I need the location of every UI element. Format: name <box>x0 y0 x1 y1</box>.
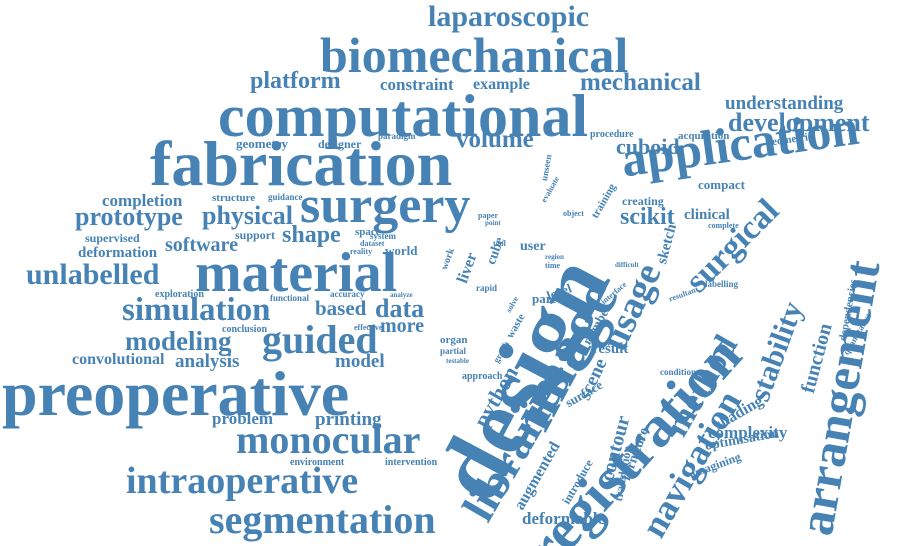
word-cuboid: cuboid <box>616 134 680 159</box>
word-object: object <box>563 209 584 218</box>
word-surgery: surgery <box>300 177 471 234</box>
word-exploration: exploration <box>155 289 204 300</box>
word-rapid: rapid <box>476 283 498 293</box>
word-time: time <box>545 261 561 270</box>
word-preoperative: preoperative <box>2 358 350 429</box>
word-effective: effective <box>354 323 383 332</box>
word-conclusion: conclusion <box>222 324 268 335</box>
word-understanding: understanding <box>725 93 844 114</box>
word-guidance: guidance <box>268 192 303 202</box>
word-system: system <box>370 231 396 241</box>
word-simulation: simulation <box>122 292 271 328</box>
word-approach: approach <box>462 371 503 382</box>
word-volume: volume <box>456 126 534 153</box>
word-problem: problem <box>212 409 274 428</box>
word-structure: structure <box>212 192 256 204</box>
word-paradigm: paradigm <box>378 131 416 141</box>
word-reality: reality <box>350 247 373 256</box>
word-scikit: scikit <box>620 204 675 230</box>
word-analysis: analysis <box>175 351 240 372</box>
word-guided: guided <box>262 317 378 362</box>
word-deformation: deformation <box>78 245 158 261</box>
word-compact: compact <box>698 177 745 192</box>
word-constraint: constraint <box>380 75 454 94</box>
word-designer: designer <box>318 137 362 151</box>
word-geometry: geometry <box>236 136 288 151</box>
word-biomechanical: biomechanical <box>320 27 629 83</box>
word-physical: physical <box>202 201 294 230</box>
word-work: work <box>439 246 458 272</box>
word-convolutional: convolutional <box>72 351 165 368</box>
word-organ: organ <box>440 334 468 346</box>
word-data: data <box>375 294 425 323</box>
word-procedure: procedure <box>590 129 634 140</box>
word-more: more <box>380 315 425 337</box>
word-arrangement: arrangement <box>787 256 891 540</box>
word-space: space <box>355 226 381 238</box>
word-based: based <box>315 296 367 320</box>
word-deformable: deformable <box>522 509 606 528</box>
word-world: world <box>385 243 418 258</box>
word-liver: liver <box>454 250 481 286</box>
word-testable: testable <box>446 357 469 365</box>
word-application: application <box>617 98 863 188</box>
word-prototype: prototype <box>75 202 183 231</box>
word-acquisition: acquisition <box>678 130 730 142</box>
word-complete: complete <box>708 221 739 230</box>
word-fabrication: fabrication <box>150 128 453 199</box>
word-printing: printing <box>315 409 382 430</box>
word-part: part <box>532 291 556 306</box>
word-analyze: analyze <box>390 291 413 299</box>
word-modeling: modeling <box>125 326 232 356</box>
word-platform: platform <box>250 68 341 94</box>
word-complexity: complexity <box>708 423 788 442</box>
word-unlabelled: unlabelled <box>26 258 160 291</box>
word-partial: partial <box>440 346 466 356</box>
word-monocular: monocular <box>236 417 421 462</box>
word-environment: environment <box>290 457 345 468</box>
word-laparoscopic: laparoscopic <box>428 0 590 33</box>
word-paper: paper <box>478 211 498 220</box>
word-completion: completion <box>102 191 183 210</box>
word-functional: functional <box>270 293 310 303</box>
word-material: material <box>195 242 398 304</box>
word-intervention: intervention <box>385 457 438 468</box>
word-supervised: supervised <box>85 231 140 245</box>
word-user: user <box>520 239 546 254</box>
word-shape: shape <box>282 222 341 248</box>
word-mechanical: mechanical <box>580 69 701 96</box>
word-training: training <box>589 181 619 221</box>
word-computational: computational <box>218 83 589 149</box>
word-region: region <box>545 253 564 261</box>
word-example: example <box>473 76 530 93</box>
word-dataset: dataset <box>360 239 385 248</box>
word-condition: condition <box>660 367 697 377</box>
word-clinical: clinical <box>684 207 730 223</box>
word-labelling: labelling <box>705 279 739 289</box>
word-accuracy: accuracy <box>330 289 365 299</box>
word-segmentation: segmentation <box>209 497 436 542</box>
word-software: software <box>165 234 238 256</box>
word-point: point <box>485 219 501 227</box>
word-intraoperative: intraoperative <box>126 460 359 502</box>
word-tool: tool <box>493 239 506 248</box>
word-model: model <box>335 351 385 372</box>
word-development: development <box>728 108 870 137</box>
word-difficult: difficult <box>615 261 639 269</box>
word-support: support <box>235 228 276 242</box>
word-creating: creating <box>622 194 664 208</box>
word-result: result <box>592 341 629 357</box>
